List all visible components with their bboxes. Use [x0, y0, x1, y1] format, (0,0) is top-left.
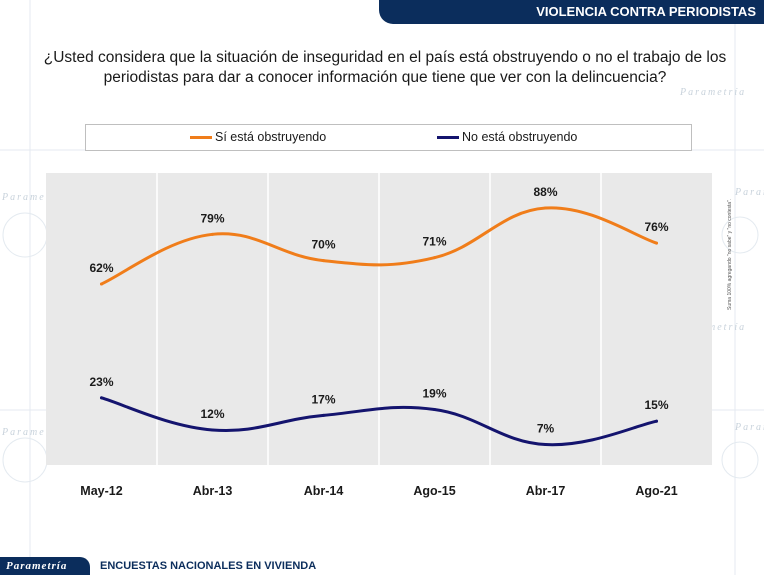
header-title: VIOLENCIA CONTRA PERIODISTAS	[536, 4, 756, 19]
legend-label-no: No está obstruyendo	[462, 130, 578, 144]
data-point-no	[322, 413, 325, 417]
data-point-si	[100, 282, 103, 286]
x-tick-label: Abr-13	[193, 484, 233, 498]
data-point-no	[655, 419, 658, 423]
data-point-no	[433, 408, 436, 412]
x-tick-label: Abr-14	[304, 484, 344, 498]
header-banner: VIOLENCIA CONTRA PERIODISTAS	[379, 0, 764, 24]
data-point-si	[211, 232, 214, 236]
legend-entry-no: No está obstruyendo	[437, 130, 577, 144]
legend-label-si: Sí está obstruyendo	[215, 130, 327, 144]
x-tick-label: May-12	[80, 484, 122, 498]
data-label-si: 88%	[533, 185, 557, 199]
footer-brand-logo: Parametría	[0, 557, 90, 575]
data-label-no: 15%	[644, 398, 668, 412]
survey-question: ¿Usted considera que la situación de ins…	[43, 49, 727, 86]
series-line-no	[100, 396, 658, 447]
data-label-no: 17%	[311, 392, 335, 406]
x-tick-label: Ago-15	[413, 484, 455, 498]
x-tick-label: Ago-21	[635, 484, 677, 498]
footer: Parametría ENCUESTAS NACIONALES EN VIVIE…	[0, 557, 764, 575]
data-point-si	[544, 206, 547, 210]
side-note: Suma 100% agregando "no sabe" y "no cont…	[727, 198, 733, 310]
series-line-si	[100, 206, 658, 286]
data-label-no: 12%	[200, 407, 224, 421]
legend-swatch-si	[190, 136, 212, 140]
data-point-si	[322, 259, 325, 263]
data-label-si: 71%	[422, 235, 446, 249]
data-label-si: 62%	[89, 261, 113, 275]
data-label-si: 70%	[311, 238, 335, 252]
data-point-no	[211, 428, 214, 432]
legend-entry-si: Sí está obstruyendo	[190, 130, 326, 144]
chart-legend: Sí está obstruyendo No está obstruyendo	[85, 124, 692, 151]
footer-text: ENCUESTAS NACIONALES EN VIVIENDA	[100, 560, 317, 572]
data-label-si: 79%	[200, 211, 224, 225]
data-label-no: 19%	[422, 387, 446, 401]
data-point-no	[544, 443, 547, 447]
data-point-si	[433, 256, 436, 260]
data-label-no: 23%	[89, 375, 113, 389]
legend-swatch-no	[437, 136, 459, 140]
data-point-no	[100, 396, 103, 400]
data-point-si	[655, 241, 658, 245]
data-label-si: 76%	[644, 220, 668, 234]
data-label-no: 7%	[537, 422, 555, 436]
x-tick-label: Abr-17	[526, 484, 566, 498]
